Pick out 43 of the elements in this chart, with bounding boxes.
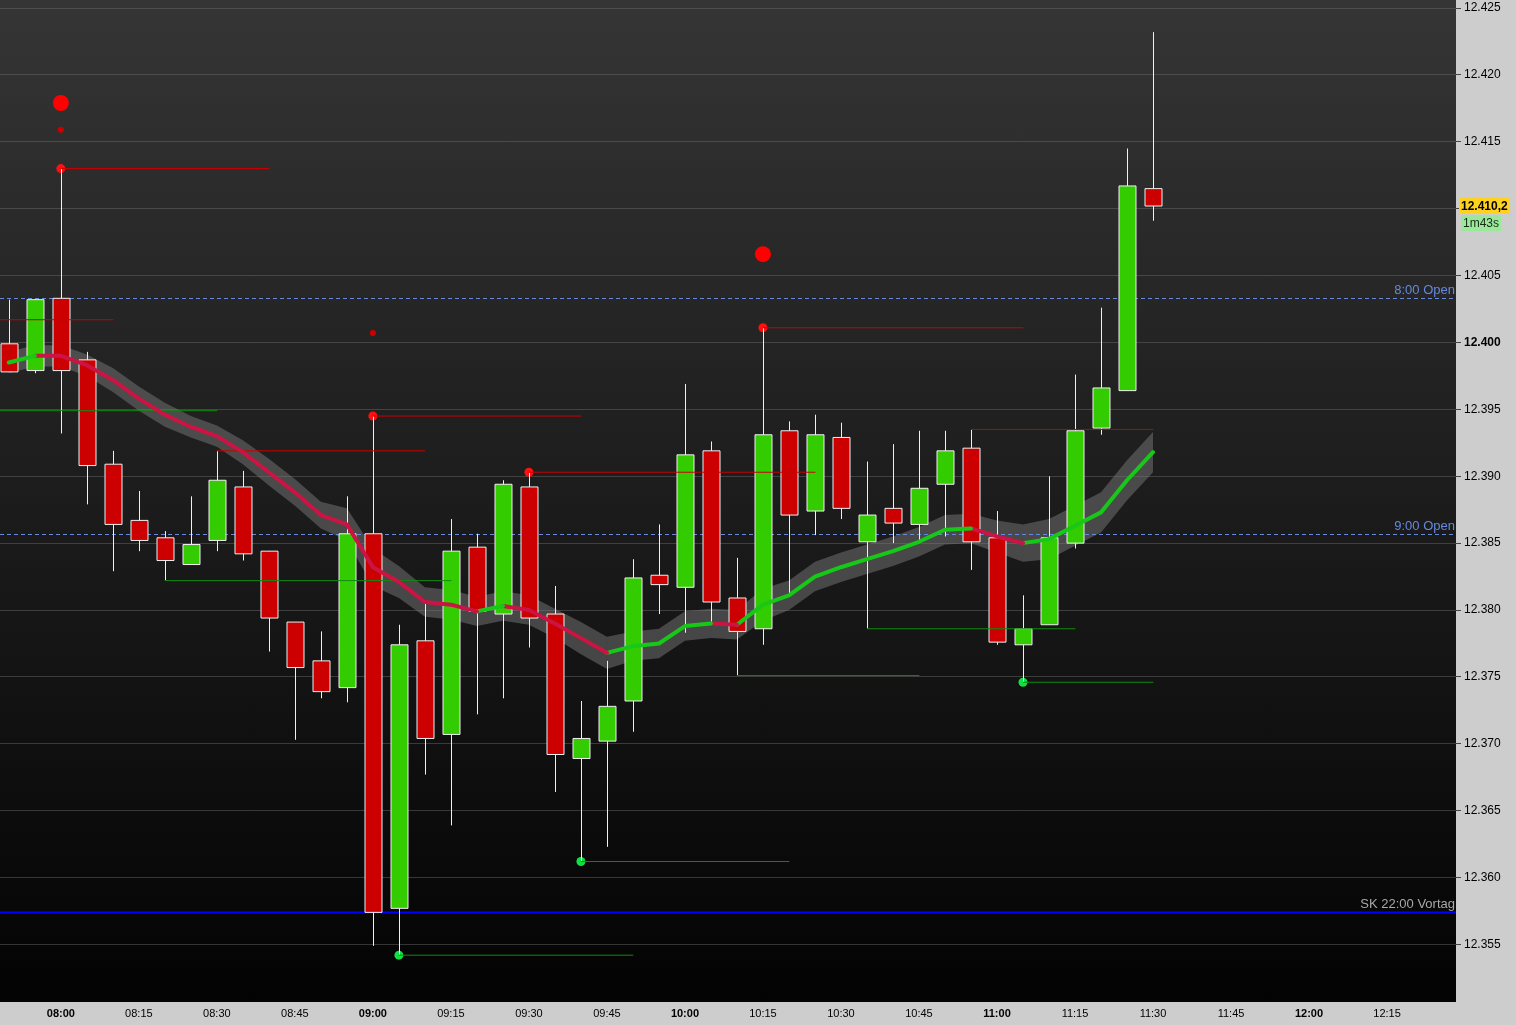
x-tick-label: 09:00 xyxy=(358,1006,387,1019)
y-tick-label: 12.415 xyxy=(1464,134,1502,149)
text: 1m43s xyxy=(1463,215,1500,230)
y-tick-label: 12.385 xyxy=(1464,535,1502,550)
text: 12.410,2 xyxy=(1461,198,1509,213)
y-tick-label: 12.365 xyxy=(1464,803,1502,818)
y-tick-label: 12.425 xyxy=(1464,0,1502,15)
x-tick-label: 12:00 xyxy=(1294,1006,1324,1019)
y-tick-label: 12.395 xyxy=(1464,401,1502,416)
y-tick-label: 12.375 xyxy=(1464,669,1502,684)
y-tick-label: 12.400 xyxy=(1464,334,1502,349)
x-tick-label: 10:45 xyxy=(905,1006,933,1019)
candlestick xyxy=(156,530,175,582)
y-tick-label: 12.355 xyxy=(1464,936,1502,951)
candlestick xyxy=(884,443,903,544)
x-tick-label: 12:15 xyxy=(1373,1006,1401,1019)
y-tick-label: 12.420 xyxy=(1464,67,1502,82)
x-tick-label: 10:30 xyxy=(827,1006,855,1019)
x-tick-label: 10:15 xyxy=(749,1006,777,1019)
annotation: 8:00 Open xyxy=(1394,282,1455,298)
x-tick-label: 09:15 xyxy=(437,1006,465,1019)
x-tick-label: 08:30 xyxy=(203,1006,231,1019)
y-tick-label: 12.380 xyxy=(1464,602,1502,617)
candlestick xyxy=(1144,31,1163,222)
x-tick-label: 11:00 xyxy=(983,1006,1011,1019)
annotation: SK 22:00 Vortag xyxy=(1360,896,1455,912)
y-tick-label: 12.370 xyxy=(1464,736,1502,751)
candlestick xyxy=(130,490,149,552)
y-tick-label: 12.390 xyxy=(1464,468,1502,483)
x-tick-label: 08:00 xyxy=(46,1006,75,1019)
y-tick-label: 12.360 xyxy=(1464,869,1502,884)
candlestick xyxy=(650,523,669,615)
x-tick-label: 11:45 xyxy=(1217,1006,1245,1019)
y-tick-label: 12.405 xyxy=(1464,267,1502,282)
x-tick-label: 10:00 xyxy=(670,1006,700,1019)
candlestick xyxy=(182,495,201,566)
x-tick-label: 09:45 xyxy=(593,1006,621,1019)
x-tick-label: 11:15 xyxy=(1061,1006,1089,1019)
x-tick-label: 08:45 xyxy=(281,1006,309,1019)
x-tick-label: 08:15 xyxy=(125,1006,153,1019)
x-tick-label: 11:30 xyxy=(1139,1006,1167,1019)
annotation: 9:00 Open xyxy=(1394,517,1455,533)
x-tick-label: 09:30 xyxy=(515,1006,543,1019)
